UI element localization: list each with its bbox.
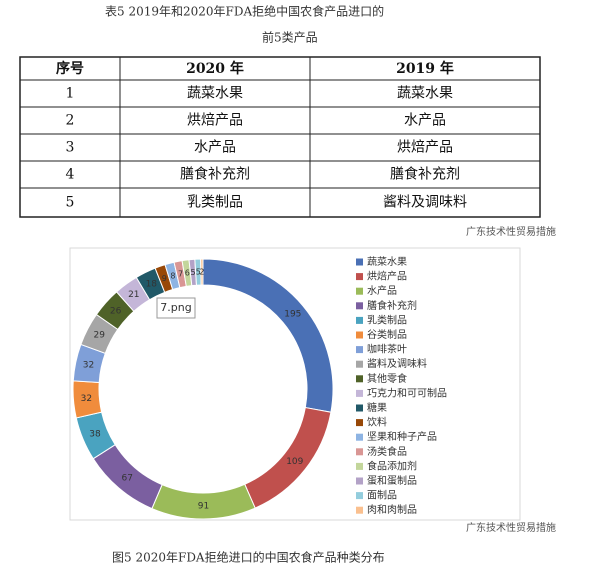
data-label: 5 — [196, 268, 201, 277]
legend-swatch — [356, 375, 363, 383]
legend-label: 蛋和蛋制品 — [367, 474, 417, 487]
legend-label: 饮料 — [367, 416, 387, 429]
data-label: 8 — [170, 271, 175, 280]
legend-label: 酱料及调味料 — [367, 357, 427, 370]
legend-swatch — [356, 492, 363, 500]
data-label: 18 — [146, 280, 158, 290]
data-label: 7 — [178, 270, 183, 279]
table-cell: 3 — [66, 140, 75, 156]
legend-swatch — [356, 462, 363, 470]
data-label: 26 — [110, 307, 122, 317]
legend-label: 巧克力和可可制品 — [367, 386, 447, 399]
legend-label: 其他零食 — [367, 372, 407, 385]
table-cell: 4 — [66, 167, 75, 183]
legend-label: 肉和肉制品 — [367, 503, 417, 516]
table-cell: 酱料及调味料 — [383, 195, 467, 211]
legend-swatch — [356, 316, 363, 324]
data-label: 67 — [121, 474, 132, 484]
legend-swatch — [356, 433, 363, 441]
table-cell: 膳食补充剂 — [180, 166, 250, 183]
legend-swatch — [356, 346, 363, 354]
table-cell: 蔬菜水果 — [187, 86, 243, 102]
data-label: 5 — [190, 268, 195, 277]
legend-swatch — [356, 287, 363, 295]
legend-label: 咖啡茶叶 — [367, 343, 407, 356]
table-cell: 烘焙产品 — [187, 113, 243, 129]
data-label: 6 — [185, 269, 190, 278]
table-cell: 5 — [66, 195, 75, 211]
data-label: 9 — [162, 274, 167, 283]
data-label: 32 — [81, 394, 92, 404]
legend-swatch — [356, 331, 363, 339]
legend-swatch — [356, 419, 363, 427]
legend-label: 汤类食品 — [367, 445, 407, 458]
title-line: 表5 2019年和2020年FDA拒绝中国农食产品进口的 — [105, 4, 384, 19]
table-cell: 乳类制品 — [187, 195, 243, 211]
legend-swatch — [356, 477, 363, 485]
data-label: 2 — [199, 268, 204, 277]
legend-swatch — [356, 302, 363, 310]
table-cell: 蔬菜水果 — [397, 86, 453, 102]
legend-swatch — [356, 506, 363, 514]
chart: 195 109 91 67 38 32 32 29 26 21 18 9 8 7 6 5 52 蔬菜水果烘焙产品水… — [72, 256, 447, 520]
legend-label: 坚果和种子产品 — [367, 430, 437, 443]
legend-label: 糖果 — [367, 401, 387, 414]
table-cell: 膳食补充剂 — [390, 166, 460, 183]
watermark: 广东技术性贸易措施 — [466, 521, 556, 534]
watermark: 广东技术性贸易措施 — [466, 225, 556, 238]
table-cell: 水产品 — [404, 113, 446, 129]
legend-label: 谷类制品 — [367, 328, 407, 341]
data-label: 91 — [198, 501, 209, 511]
table-cell: 烘焙产品 — [397, 140, 453, 156]
legend-label: 乳类制品 — [367, 313, 407, 326]
title-line: 前5类产品 — [262, 30, 318, 45]
column-header: 序号 — [56, 60, 84, 77]
data-label: 109 — [286, 457, 303, 467]
legend-label: 蔬菜水果 — [367, 256, 407, 268]
data-label: 195 — [284, 310, 301, 320]
legend-swatch — [356, 404, 363, 412]
table-cell: 水产品 — [194, 140, 236, 156]
legend-swatch — [356, 360, 363, 368]
legend-swatch — [356, 389, 363, 397]
legend-label: 膳食补充剂 — [367, 299, 417, 312]
data-label: 32 — [83, 361, 94, 371]
legend-label: 面制品 — [367, 489, 397, 502]
column-header: 2020 年 — [186, 60, 244, 77]
tooltip: 7.png — [160, 301, 191, 314]
column-header: 2019 年 — [396, 60, 454, 77]
table-cell: 2 — [66, 113, 75, 129]
legend-label: 食品添加剂 — [367, 459, 417, 472]
tooltip-box — [156, 297, 196, 319]
legend-label: 水产品 — [367, 284, 397, 297]
data-label: 38 — [89, 430, 101, 440]
data-label: 21 — [128, 290, 139, 300]
data-label: 29 — [94, 330, 106, 340]
caption: 图5 2020年FDA拒绝进口的中国农食产品种类分布 — [112, 550, 385, 565]
legend-swatch — [356, 258, 363, 266]
legend-swatch — [356, 273, 363, 281]
legend-swatch — [356, 448, 363, 456]
legend-label: 烘焙产品 — [367, 270, 407, 283]
table-cell: 1 — [66, 86, 75, 102]
donut-slice — [200, 258, 204, 286]
table-border — [19, 56, 541, 218]
